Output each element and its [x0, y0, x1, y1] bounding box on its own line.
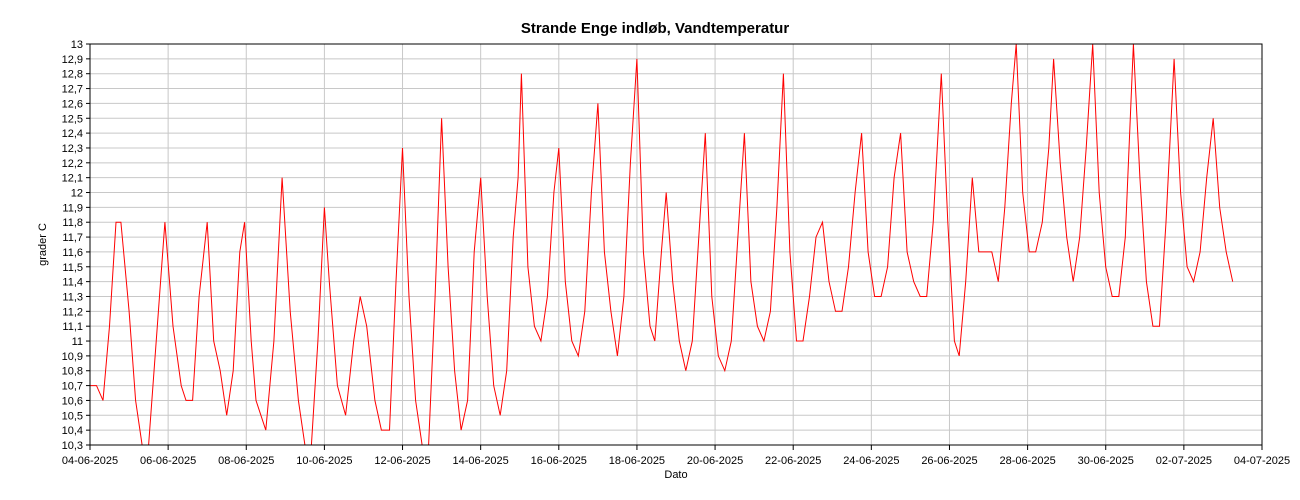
axis-ticks: 10,3 10,4 10,5 10,6 10,7 10,8 10,9 11 11,1 11,2 11…	[62, 39, 1291, 467]
y-tick-label: 12,3	[62, 143, 83, 155]
x-tick-label: 30-06-2025	[1078, 455, 1134, 467]
y-tick-label: 10,7	[62, 381, 83, 393]
y-tick-label: 10,8	[62, 366, 83, 378]
y-tick-label: 10,9	[62, 351, 83, 363]
y-tick-label: 10,4	[62, 425, 83, 437]
series-line	[90, 43, 1234, 446]
y-tick-label: 12,6	[62, 98, 83, 110]
series-layer	[90, 43, 1234, 446]
x-tick-label: 16-06-2025	[531, 455, 587, 467]
y-tick-label: 12,5	[62, 113, 83, 125]
y-axis-label: grader C	[37, 223, 49, 266]
x-tick-label: 26-06-2025	[921, 455, 977, 467]
y-tick-label: 12,2	[62, 158, 83, 170]
x-tick-label: 22-06-2025	[765, 455, 821, 467]
grid-lines	[90, 43, 1263, 446]
x-tick-label: 20-06-2025	[687, 455, 743, 467]
x-axis-label: Dato	[664, 469, 687, 481]
y-tick-label: 11,7	[62, 232, 83, 244]
y-tick-label: 11,2	[62, 306, 83, 318]
y-tick-label: 10,5	[62, 410, 83, 422]
y-tick-label: 10,3	[62, 440, 83, 452]
x-tick-label: 24-06-2025	[843, 455, 899, 467]
y-tick-label: 11,1	[62, 321, 83, 333]
x-tick-label: 10-06-2025	[296, 455, 352, 467]
y-tick-label: 11,9	[62, 202, 83, 214]
y-tick-label: 10,6	[62, 395, 83, 407]
chart-title: Strande Enge indløb, Vandtemperatur	[520, 20, 790, 37]
y-tick-label: 12,1	[62, 173, 83, 185]
y-tick-label: 11,3	[62, 291, 83, 303]
y-tick-label: 12,7	[62, 84, 83, 96]
x-tick-label: 12-06-2025	[374, 455, 430, 467]
y-tick-label: 12	[71, 188, 83, 200]
x-tick-label: 04-07-2025	[1234, 455, 1290, 467]
y-tick-label: 11,4	[62, 277, 83, 289]
y-tick-label: 12,8	[62, 69, 83, 81]
y-tick-label: 11,8	[62, 217, 83, 229]
y-tick-label: 11,5	[62, 262, 83, 274]
plot-area-frame	[89, 43, 1263, 446]
x-tick-label: 06-06-2025	[140, 455, 196, 467]
x-tick-label: 28-06-2025	[999, 455, 1055, 467]
x-tick-label: 18-06-2025	[609, 455, 665, 467]
y-tick-label: 12,9	[62, 54, 83, 66]
x-tick-label: 14-06-2025	[453, 455, 509, 467]
x-tick-label: 04-06-2025	[62, 455, 118, 467]
x-tick-label: 08-06-2025	[218, 455, 274, 467]
y-tick-label: 12,4	[62, 128, 83, 140]
y-tick-label: 11,6	[62, 247, 83, 259]
y-tick-label: 13	[71, 39, 83, 51]
x-tick-label: 02-07-2025	[1156, 455, 1212, 467]
y-tick-label: 11	[72, 336, 83, 348]
